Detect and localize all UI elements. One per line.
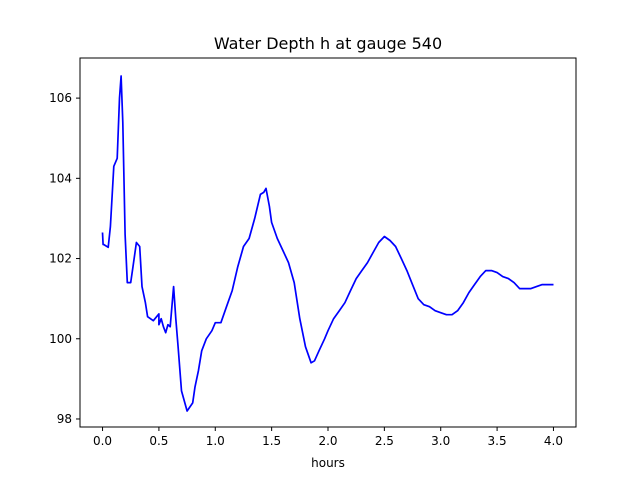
x-tick-label: 4.0 [544,434,563,448]
x-tick-label: 0.0 [93,434,112,448]
axes-frame [79,57,577,428]
x-tick-label: 1.0 [206,434,225,448]
y-tick-label: 98 [57,412,72,426]
x-tick-label: 2.0 [318,434,337,448]
x-tick-label: 0.5 [149,434,168,448]
x-tick-label: 1.5 [262,434,281,448]
x-axis-label: hours [311,456,345,470]
y-ticks: 98 100 102 104 106 [49,91,80,426]
x-tick-label: 2.5 [375,434,394,448]
y-tick-label: 102 [49,252,72,266]
x-ticks: 0.0 0.5 1.0 1.5 2.0 2.5 3.0 3.5 4.0 [93,427,563,448]
chart-title: Water Depth h at gauge 540 [214,34,442,53]
series-line [101,75,554,412]
y-tick-label: 104 [49,171,72,185]
x-tick-label: 3.0 [431,434,450,448]
y-tick-label: 106 [49,91,72,105]
x-tick-label: 3.5 [488,434,507,448]
y-tick-label: 100 [49,332,72,346]
plot-area [80,58,576,427]
series-layer [101,75,554,412]
